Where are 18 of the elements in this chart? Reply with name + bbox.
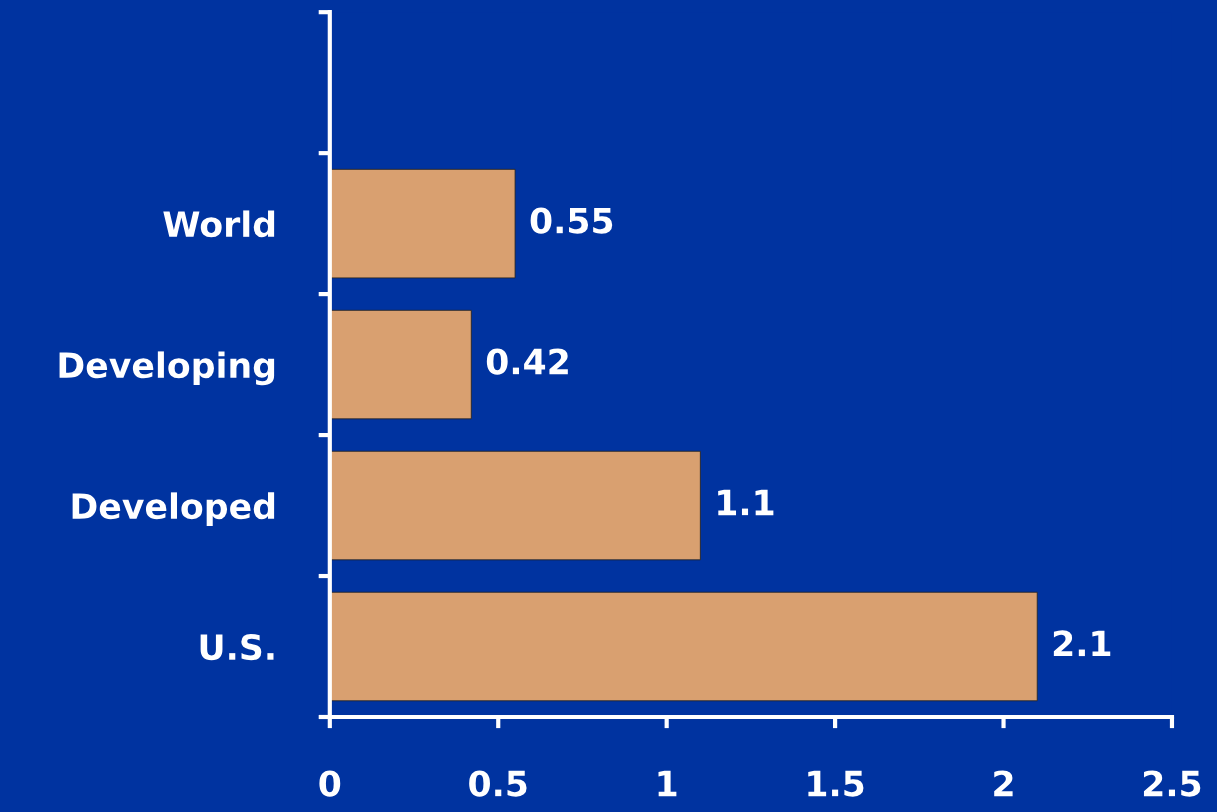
x-tick-label: 1 [658,770,677,797]
bar [329,450,701,561]
bar [329,591,1038,702]
bar [329,168,516,279]
x-tick-label: 1.5 [808,770,864,797]
data-label: 0.42 [486,348,568,375]
x-tick-label: 0 [319,770,341,797]
y-tick-label: World [163,210,275,238]
data-label: 0.55 [530,207,613,234]
data-label: 1.1 [718,489,774,516]
x-tick-label: 2.5 [1143,770,1201,797]
y-tick-label: Developed [72,492,275,526]
bar [329,309,472,420]
y-tick-label: U.S. [200,633,274,661]
data-label: 2.1 [1053,630,1111,657]
x-tick-label: 2 [994,770,1013,797]
y-tick-label: Developing [59,351,275,386]
x-tick-label: 0.5 [469,770,527,797]
